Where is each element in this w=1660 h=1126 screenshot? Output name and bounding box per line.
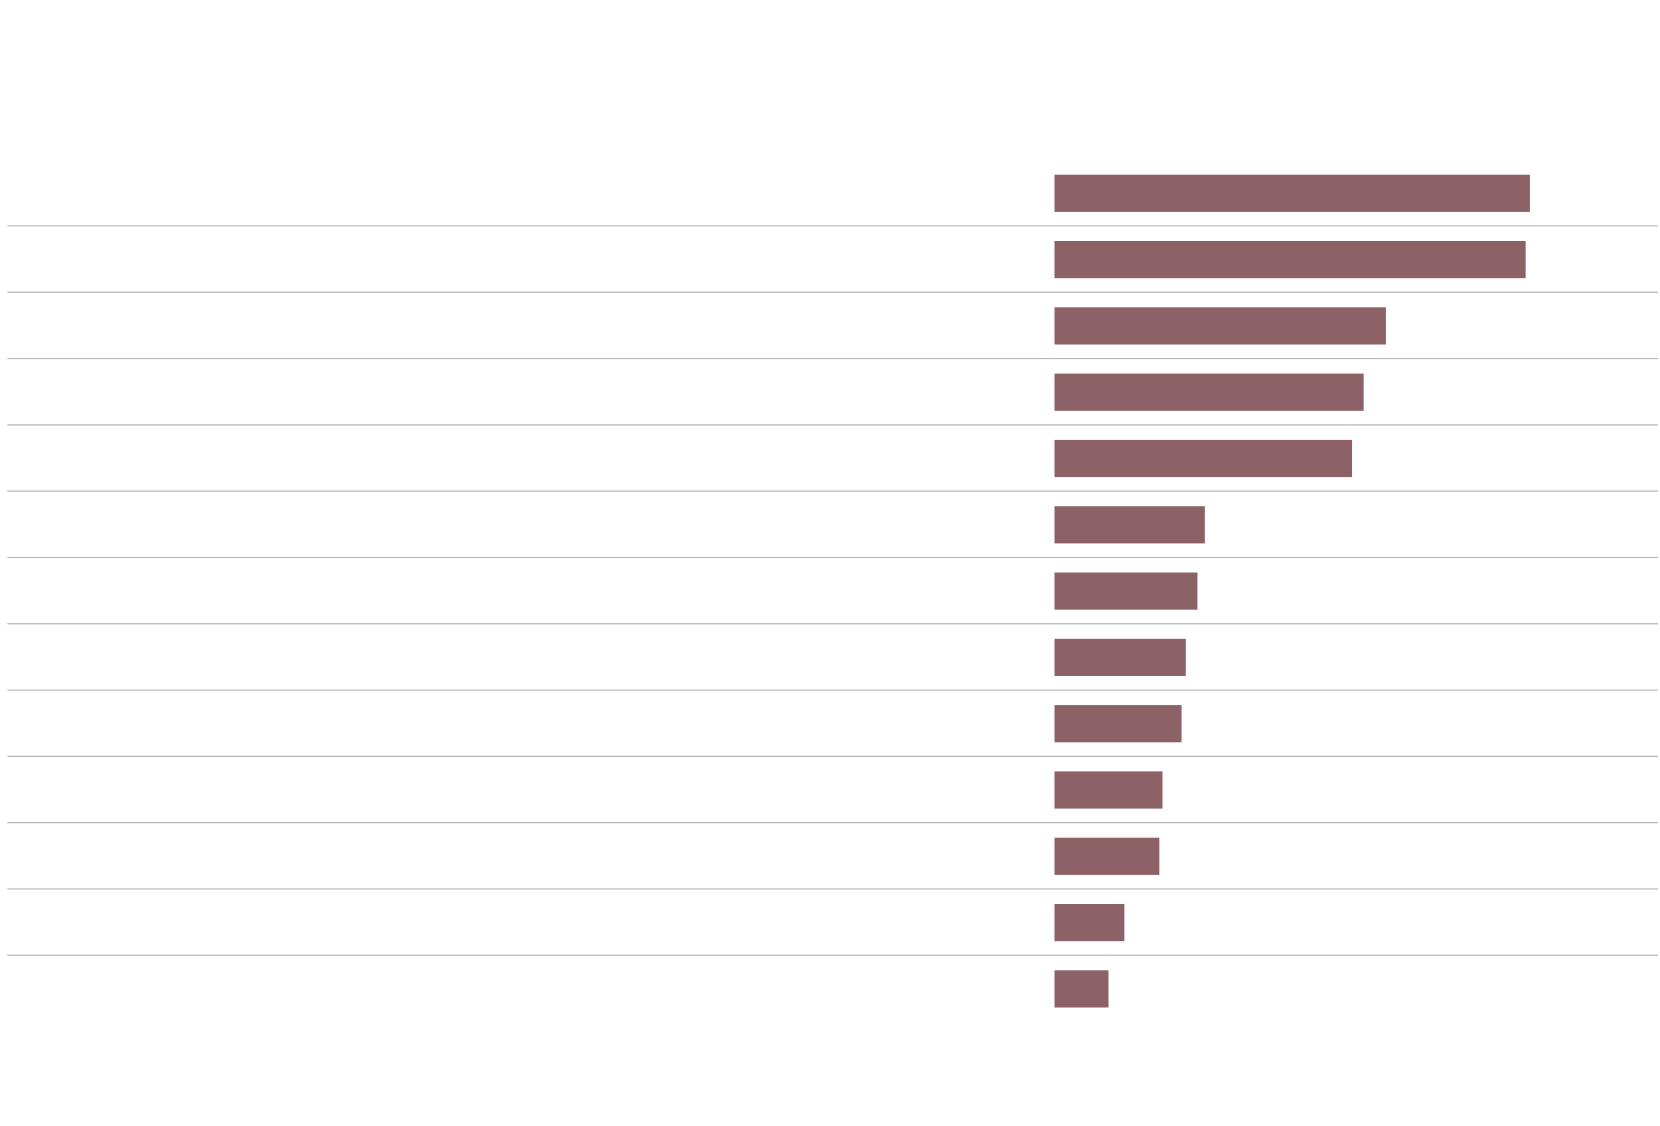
bar [1054,241,1526,279]
bar [1054,638,1186,676]
bar [1054,970,1109,1008]
bar [1054,572,1198,610]
bar [1054,904,1125,942]
bar [1054,307,1386,345]
bar [1054,771,1163,809]
bar [1054,174,1530,212]
bar [1054,705,1182,743]
bar [1054,373,1364,411]
bar [1054,439,1353,478]
bar [1054,506,1205,544]
bar [1054,837,1160,875]
